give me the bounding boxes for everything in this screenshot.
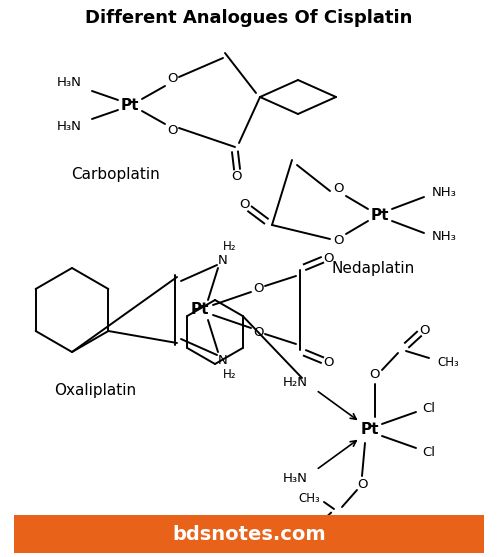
Text: H₃N: H₃N <box>283 471 308 485</box>
Text: Pt: Pt <box>361 423 379 437</box>
Text: Different Analogues Of Cisplatin: Different Analogues Of Cisplatin <box>85 9 413 27</box>
Text: Pt: Pt <box>191 302 209 317</box>
Text: H₂: H₂ <box>223 368 237 380</box>
Text: Oxaliplatin: Oxaliplatin <box>54 383 136 398</box>
FancyBboxPatch shape <box>14 515 484 553</box>
Text: O: O <box>311 524 321 536</box>
Text: CH₃: CH₃ <box>298 491 320 505</box>
Text: H₃N: H₃N <box>57 76 82 90</box>
Text: O: O <box>323 355 333 369</box>
Text: bdsnotes.com: bdsnotes.com <box>172 525 326 544</box>
Text: NH₃: NH₃ <box>432 187 457 199</box>
Text: CH₃: CH₃ <box>437 355 459 369</box>
Text: O: O <box>333 183 343 196</box>
Text: O: O <box>323 252 333 265</box>
Text: O: O <box>239 198 249 212</box>
Text: Nedaplatin: Nedaplatin <box>331 261 415 276</box>
Text: O: O <box>333 234 343 247</box>
Text: Cl: Cl <box>422 446 435 458</box>
Text: H₃N: H₃N <box>57 120 82 134</box>
Text: O: O <box>167 125 177 138</box>
Text: O: O <box>232 170 242 183</box>
Text: H₂: H₂ <box>223 240 237 252</box>
Text: O: O <box>253 325 263 339</box>
Text: NH₃: NH₃ <box>432 231 457 243</box>
Text: Carboplatin: Carboplatin <box>71 168 159 183</box>
Text: H₂N: H₂N <box>283 375 308 388</box>
Text: Pt: Pt <box>371 208 389 222</box>
Text: N: N <box>218 253 228 266</box>
Text: Cl: Cl <box>422 402 435 414</box>
Text: O: O <box>167 72 177 86</box>
Text: N: N <box>218 354 228 367</box>
Text: O: O <box>357 478 367 491</box>
Text: O: O <box>419 324 429 336</box>
Text: O: O <box>370 369 380 382</box>
Text: O: O <box>253 281 263 295</box>
Text: Pt: Pt <box>121 97 139 113</box>
